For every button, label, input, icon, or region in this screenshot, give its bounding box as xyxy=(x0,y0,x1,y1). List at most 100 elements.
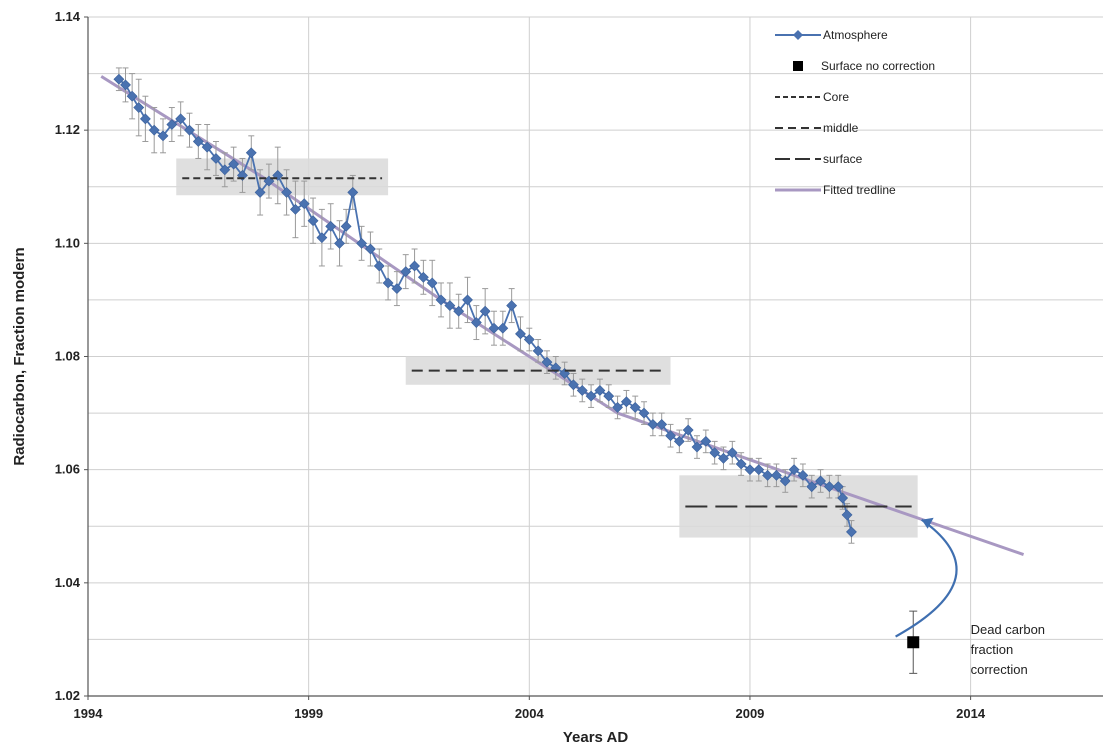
atmosphere-point xyxy=(753,464,765,476)
atmosphere-point xyxy=(228,158,240,170)
confidence-bands xyxy=(176,158,918,538)
atmosphere-point xyxy=(126,90,138,102)
atmosphere-point xyxy=(479,305,491,317)
dead-carbon-annotation: Dead carbon fraction correction xyxy=(971,622,1045,677)
x-tick-label: 2014 xyxy=(956,706,986,721)
annotation-line: fraction xyxy=(971,642,1014,657)
atmosphere-point xyxy=(409,260,420,272)
atmosphere-point xyxy=(846,526,857,538)
atmosphere-point xyxy=(391,283,403,295)
legend-label: Atmosphere xyxy=(823,28,888,42)
atmosphere-point xyxy=(289,203,301,215)
atmosphere-point xyxy=(682,424,694,436)
atmosphere-point xyxy=(779,475,791,487)
tick-labels: 1.02 1.04 1.06 1.08 1.10 1.12 1.14 1994 1999 2004… xyxy=(55,9,986,721)
surface-no-correction-point xyxy=(907,636,920,649)
axes xyxy=(84,16,1103,700)
legend-label: middle xyxy=(823,121,859,135)
atmosphere-point xyxy=(656,418,668,430)
y-tick-label: 1.02 xyxy=(55,688,80,703)
x-tick-label: 1994 xyxy=(74,706,104,721)
atmosphere-point xyxy=(201,141,213,153)
y-tick-label: 1.10 xyxy=(55,235,80,250)
atmosphere-point xyxy=(576,385,588,396)
atmosphere-point xyxy=(120,79,131,91)
atmosphere-point xyxy=(762,469,774,481)
atmosphere-point xyxy=(192,136,204,147)
legend-label: Fitted tredline xyxy=(823,183,896,197)
atmosphere-point xyxy=(444,300,456,311)
atmosphere-point xyxy=(254,186,266,198)
legend-label: Core xyxy=(823,90,849,104)
atmosphere-point xyxy=(470,317,482,328)
legend-item: surface xyxy=(775,152,863,166)
atmosphere-point xyxy=(691,441,703,453)
atmosphere-point xyxy=(316,232,328,244)
atmosphere-point xyxy=(638,407,650,419)
y-tick-label: 1.14 xyxy=(55,9,81,24)
atmosphere-point xyxy=(307,215,319,227)
atmosphere-point xyxy=(806,481,818,493)
atmosphere-point xyxy=(620,396,632,408)
atmosphere-point xyxy=(568,379,579,391)
atmosphere-point xyxy=(506,300,518,311)
legend: Atmosphere Surface no correction Core middl… xyxy=(775,28,935,197)
atmosphere-point xyxy=(334,237,345,249)
dashed-levels xyxy=(182,177,912,508)
atmosphere-point xyxy=(735,458,747,470)
atmosphere-point xyxy=(245,147,257,159)
atmosphere-point xyxy=(453,305,465,317)
atmosphere-point xyxy=(665,430,676,442)
atmosphere-point xyxy=(462,294,473,306)
annotation-line: correction xyxy=(971,662,1028,677)
atmosphere-point xyxy=(488,322,500,334)
legend-item: Fitted tredline xyxy=(775,183,896,197)
atmosphere-point xyxy=(585,390,597,402)
atmosphere-point xyxy=(594,385,606,396)
legend-item: Core xyxy=(775,90,849,104)
atmosphere-point xyxy=(400,266,412,278)
atmosphere-point xyxy=(823,481,835,493)
atmosphere-point xyxy=(771,469,782,481)
atmosphere-point xyxy=(515,328,526,340)
y-tick-label: 1.06 xyxy=(55,462,80,477)
atmosphere-point xyxy=(139,113,151,125)
atmosphere-point xyxy=(837,492,849,504)
atmosphere-point xyxy=(709,447,721,459)
atmosphere-point xyxy=(700,435,712,447)
legend-item: Atmosphere xyxy=(775,28,888,42)
atmosphere-point xyxy=(612,402,623,413)
atmosphere-point xyxy=(298,198,310,210)
annotations: Dead carbon fraction correction xyxy=(895,517,1045,677)
atmosphere-point xyxy=(347,186,359,198)
legend-label: surface xyxy=(823,152,863,166)
atmosphere-point xyxy=(603,390,615,402)
legend-swatch-diamond xyxy=(793,30,803,40)
x-axis-title: Years AD xyxy=(563,729,628,746)
x-tick-label: 2004 xyxy=(515,706,545,721)
atmosphere-point xyxy=(744,464,756,476)
y-tick-label: 1.04 xyxy=(55,575,81,590)
atmosphere-series xyxy=(113,73,920,649)
annotation-line: Dead carbon xyxy=(971,622,1045,637)
atmosphere-point xyxy=(497,322,509,334)
atmosphere-point xyxy=(365,243,376,255)
atmosphere-point xyxy=(281,186,293,198)
atmosphere-point xyxy=(356,237,368,249)
atmosphere-point xyxy=(726,447,738,459)
x-tick-label: 2009 xyxy=(735,706,764,721)
atmosphere-point xyxy=(718,452,729,464)
atmosphere-point xyxy=(148,124,160,136)
atmosphere-point xyxy=(673,435,685,447)
atmosphere-point xyxy=(157,130,169,142)
atmosphere-point xyxy=(133,102,145,113)
atmosphere-point xyxy=(166,119,178,130)
x-tick-label: 1999 xyxy=(294,706,323,721)
atmosphere-point xyxy=(113,73,125,85)
atmosphere-point xyxy=(797,469,809,481)
legend-item: middle xyxy=(775,121,859,135)
legend-item: Surface no correction xyxy=(793,59,935,73)
atmosphere-point xyxy=(435,294,447,306)
